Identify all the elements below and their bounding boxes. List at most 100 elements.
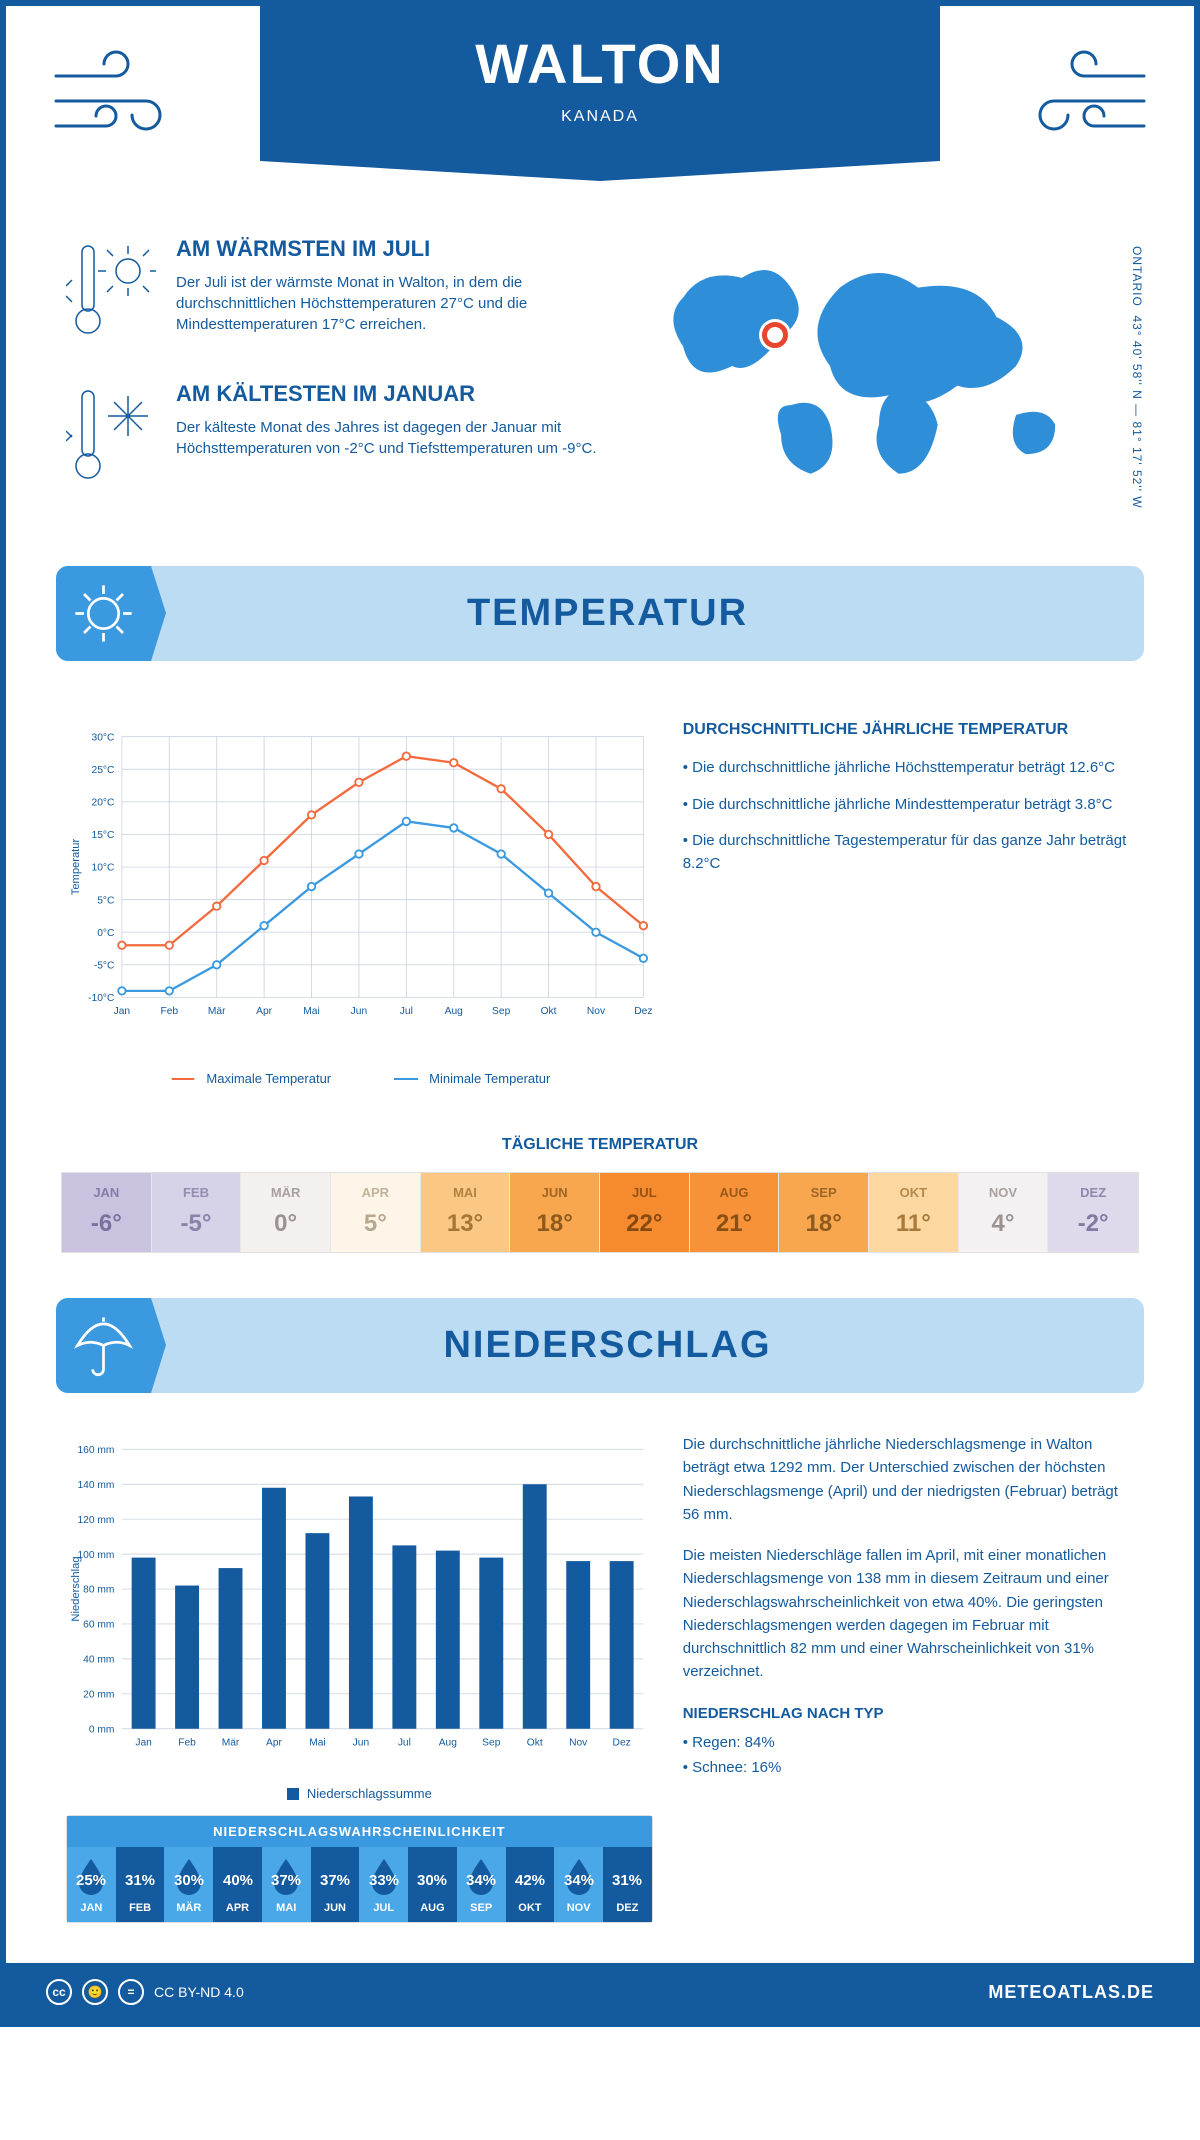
svg-text:25°C: 25°C — [92, 765, 115, 776]
probability-cell: 30%AUG — [408, 1847, 457, 1922]
wind-icon — [46, 36, 206, 161]
probability-cell: 31%FEB — [116, 1847, 165, 1922]
daily-temp-grid: JAN-6°FEB-5°MÄR0°APR5°MAI13°JUN18°JUL22°… — [61, 1172, 1139, 1253]
temp-title: TEMPERATUR — [151, 592, 1144, 635]
sun-icon — [56, 566, 151, 661]
svg-text:Okt: Okt — [541, 1006, 557, 1017]
svg-text:Temperatur: Temperatur — [70, 839, 82, 896]
svg-text:Mär: Mär — [222, 1737, 240, 1748]
probability-box: NIEDERSCHLAGSWAHRSCHEINLICHKEIT 25%JAN31… — [66, 1815, 653, 1923]
warm-text: Der Juli ist der wärmste Monat in Walton… — [176, 272, 604, 335]
daily-title: TÄGLICHE TEMPERATUR — [6, 1136, 1194, 1154]
intro-section: AM WÄRMSTEN IM JULI Der Juli ist der wär… — [6, 206, 1194, 546]
header: WALTON KANADA — [6, 6, 1194, 206]
probability-cell: 34%NOV — [554, 1847, 603, 1922]
svg-text:Jul: Jul — [398, 1737, 411, 1748]
svg-text:Jan: Jan — [114, 1006, 131, 1017]
svg-text:Apr: Apr — [256, 1006, 273, 1017]
probability-cell: 40%APR — [213, 1847, 262, 1922]
footer: cc 🙂 = CC BY-ND 4.0 METEOATLAS.DE — [6, 1963, 1194, 2021]
daily-cell: AUG21° — [690, 1173, 780, 1252]
svg-text:34%: 34% — [564, 1872, 594, 1889]
precipitation-bar-chart: 0 mm20 mm40 mm60 mm80 mm100 mm120 mm140 … — [66, 1433, 653, 1773]
svg-text:5°C: 5°C — [97, 895, 114, 906]
svg-text:Okt: Okt — [527, 1737, 543, 1748]
svg-text:60 mm: 60 mm — [83, 1620, 114, 1631]
warm-fact: AM WÄRMSTEN IM JULI Der Juli ist der wär… — [66, 236, 604, 351]
title-banner: WALTON KANADA — [260, 6, 940, 161]
cold-title: AM KÄLTESTEN IM JANUAR — [176, 381, 604, 407]
svg-text:Aug: Aug — [445, 1006, 464, 1017]
svg-text:42%: 42% — [515, 1872, 545, 1889]
probability-cell: 42%OKT — [506, 1847, 555, 1922]
svg-text:Sep: Sep — [482, 1737, 501, 1748]
svg-text:Mai: Mai — [309, 1737, 326, 1748]
svg-text:20 mm: 20 mm — [83, 1690, 114, 1701]
svg-text:Sep: Sep — [492, 1006, 511, 1017]
svg-text:Dez: Dez — [613, 1737, 631, 1748]
svg-text:0 mm: 0 mm — [89, 1724, 115, 1735]
svg-text:Mai: Mai — [303, 1006, 320, 1017]
world-map — [644, 236, 1134, 496]
daily-cell: FEB-5° — [152, 1173, 242, 1252]
svg-text:Apr: Apr — [266, 1737, 283, 1748]
city-title: WALTON — [260, 31, 940, 96]
warm-title: AM WÄRMSTEN IM JULI — [176, 236, 604, 262]
daily-cell: JAN-6° — [62, 1173, 152, 1252]
svg-text:15°C: 15°C — [92, 830, 115, 841]
svg-text:37%: 37% — [320, 1872, 350, 1889]
svg-text:160 mm: 160 mm — [77, 1445, 114, 1456]
site-name: METEOATLAS.DE — [988, 1982, 1154, 2003]
svg-text:40%: 40% — [223, 1872, 253, 1889]
thermometer-sun-icon — [66, 236, 156, 351]
svg-text:-5°C: -5°C — [94, 961, 115, 972]
svg-text:0°C: 0°C — [97, 928, 114, 939]
svg-text:Mär: Mär — [208, 1006, 226, 1017]
svg-text:30%: 30% — [417, 1872, 447, 1889]
cc-icon: cc — [46, 1979, 72, 2005]
probability-cell: 34%SEP — [457, 1847, 506, 1922]
cold-text: Der kälteste Monat des Jahres ist dagege… — [176, 417, 604, 459]
svg-text:10°C: 10°C — [92, 863, 115, 874]
daily-cell: DEZ-2° — [1048, 1173, 1138, 1252]
nd-icon: = — [118, 1979, 144, 2005]
daily-cell: APR5° — [331, 1173, 421, 1252]
precip-title: NIEDERSCHLAG — [151, 1324, 1144, 1367]
svg-text:Niederschlag: Niederschlag — [70, 1556, 82, 1621]
temp-banner: TEMPERATUR — [56, 566, 1144, 661]
svg-text:31%: 31% — [125, 1872, 155, 1889]
svg-text:Jul: Jul — [400, 1006, 413, 1017]
svg-text:Nov: Nov — [587, 1006, 606, 1017]
wind-icon — [994, 36, 1154, 161]
svg-text:40 mm: 40 mm — [83, 1655, 114, 1666]
daily-cell: MÄR0° — [241, 1173, 331, 1252]
daily-cell: SEP18° — [779, 1173, 869, 1252]
daily-cell: OKT11° — [869, 1173, 959, 1252]
svg-text:80 mm: 80 mm — [83, 1585, 114, 1596]
svg-text:34%: 34% — [466, 1872, 496, 1889]
umbrella-icon — [56, 1298, 151, 1393]
probability-cell: 37%MAI — [262, 1847, 311, 1922]
temp-legend: Maximale Temperatur Minimale Temperatur — [66, 1071, 653, 1086]
probability-cell: 33%JUL — [359, 1847, 408, 1922]
thermometer-snow-icon — [66, 381, 156, 496]
page: WALTON KANADA AM WÄRMSTEN IM JULI Der Ju… — [0, 0, 1200, 2027]
probability-cell: 31%DEZ — [603, 1847, 652, 1922]
svg-text:Feb: Feb — [160, 1006, 178, 1017]
svg-text:100 mm: 100 mm — [77, 1550, 114, 1561]
svg-text:Jun: Jun — [353, 1737, 370, 1748]
precip-text: Die durchschnittliche jährliche Niedersc… — [683, 1433, 1134, 1923]
temperature-line-chart: -10°C-5°C0°C5°C10°C15°C20°C25°C30°CJanFe… — [66, 701, 653, 1061]
license: cc 🙂 = CC BY-ND 4.0 — [46, 1979, 244, 2005]
svg-text:-10°C: -10°C — [88, 993, 114, 1004]
svg-text:Jan: Jan — [135, 1737, 152, 1748]
daily-cell: NOV4° — [959, 1173, 1049, 1252]
precip-banner: NIEDERSCHLAG — [56, 1298, 1144, 1393]
svg-text:Feb: Feb — [178, 1737, 196, 1748]
svg-text:20°C: 20°C — [92, 798, 115, 809]
svg-text:140 mm: 140 mm — [77, 1480, 114, 1491]
svg-text:31%: 31% — [612, 1872, 642, 1889]
svg-text:Dez: Dez — [634, 1006, 652, 1017]
svg-text:37%: 37% — [271, 1872, 301, 1889]
cold-fact: AM KÄLTESTEN IM JANUAR Der kälteste Mona… — [66, 381, 604, 496]
